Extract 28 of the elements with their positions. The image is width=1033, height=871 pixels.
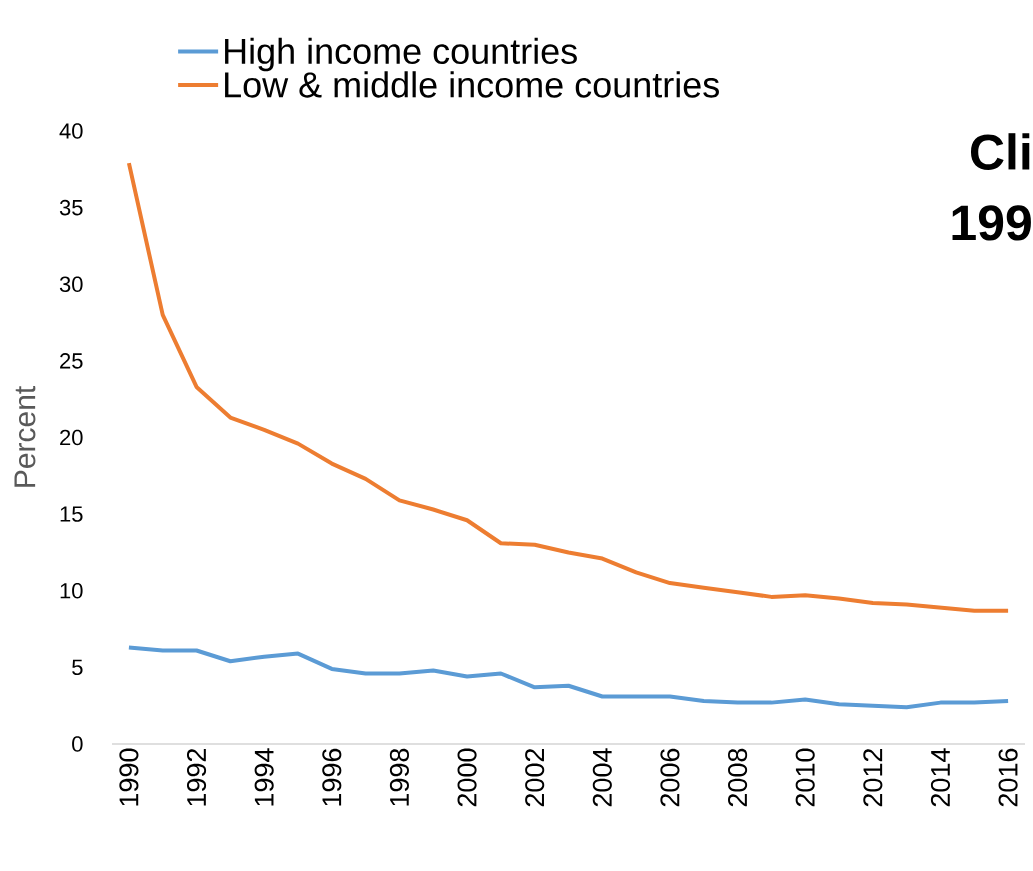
x-tick-label: 1992 (186, 748, 207, 806)
x-tick-label: 2000 (457, 748, 477, 807)
y-tick-label: 10 (60, 582, 83, 599)
legend-label: High income countries (225, 37, 577, 72)
x-tick-label: 2004 (592, 748, 612, 807)
y-tick-label: 35 (59, 199, 83, 216)
x-tick-label: 2010 (795, 748, 815, 807)
x-tick-label: 1994 (254, 748, 274, 806)
y-axis-title: Percent (14, 386, 36, 487)
y-tick-label: 25 (60, 353, 83, 369)
annotation: 199 (952, 205, 1031, 241)
x-tick-label: 1990 (119, 748, 139, 806)
x-tick-label: 2002 (525, 748, 545, 807)
y-tick-label: 5 (72, 659, 83, 676)
y-tick-label: 40 (59, 123, 83, 139)
annotation: Cli (970, 133, 1030, 170)
x-tick-label: 2006 (660, 748, 680, 807)
x-tick-label: 2012 (863, 748, 883, 807)
x-tick-label: 1996 (322, 748, 342, 806)
y-tick-label: 15 (60, 506, 83, 522)
x-tick-label: 2008 (728, 748, 748, 807)
legend-label: Low & middle income countries (225, 71, 719, 98)
y-tick-label: 30 (59, 276, 83, 293)
x-tick-label: 1998 (389, 748, 409, 806)
x-tick-label: 2016 (998, 748, 1018, 807)
x-tick-label: 2014 (930, 748, 951, 807)
y-tick-label: 0 (72, 736, 83, 752)
y-tick-label: 20 (60, 429, 83, 446)
